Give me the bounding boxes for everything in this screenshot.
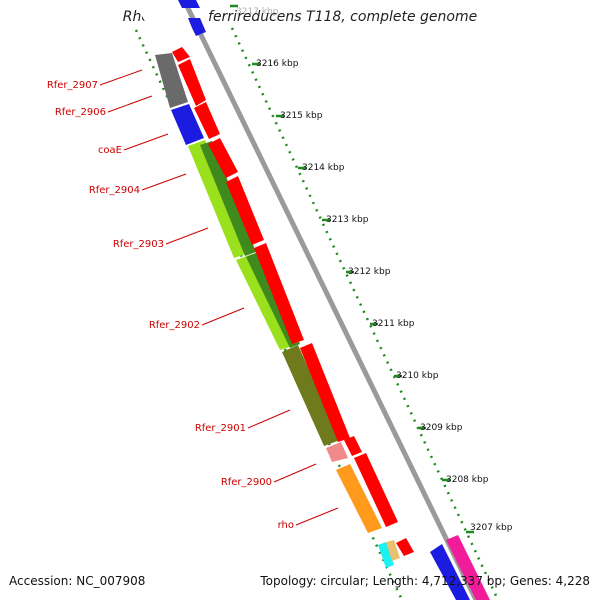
leader-rho bbox=[295, 507, 339, 526]
gene-label: Rfer_2903 bbox=[113, 239, 164, 250]
scale-label: 3210 kbp bbox=[396, 371, 439, 381]
outer-dotted-edge bbox=[230, 27, 500, 600]
scale-label: 3207 kbp bbox=[470, 523, 513, 533]
cog-segment-coaE bbox=[171, 104, 204, 145]
gene-arrow-rho bbox=[396, 538, 414, 556]
gene-arrow-rfer-2906 bbox=[178, 59, 206, 106]
scale-label: 3214 kbp bbox=[302, 163, 345, 173]
cog-segment-small-tan bbox=[386, 540, 400, 561]
genome-backbone bbox=[181, 0, 479, 600]
cog-segment-rfer-2901 bbox=[282, 345, 340, 446]
scale-label: 3217 kbp bbox=[236, 7, 279, 17]
leader-rfer-2903 bbox=[165, 227, 209, 245]
leader-rfer-2906 bbox=[107, 95, 153, 113]
cog-segment-rfer-2907 bbox=[155, 53, 188, 108]
leader-rfer-2900 bbox=[273, 463, 317, 483]
gene-block-bottom-magenta bbox=[446, 535, 490, 600]
gene-label: Rfer_2907 bbox=[47, 80, 98, 91]
scale-label: 3213 kbp bbox=[326, 215, 369, 225]
cog-stripe-rfer-2904 bbox=[200, 141, 256, 256]
scale-label: 3209 kbp bbox=[420, 423, 463, 433]
gene-label: coaE bbox=[98, 145, 122, 156]
gene-label: Rfer_2900 bbox=[221, 477, 272, 488]
leader-coaE bbox=[123, 133, 169, 151]
gene-arrow-rfer-2904-a bbox=[208, 138, 238, 178]
gene-block-top-blue bbox=[178, 0, 200, 8]
gene-arrow-rfer-2903 bbox=[254, 243, 304, 344]
gene-arrow-rfer-2902 bbox=[300, 343, 350, 442]
cog-segment-rfer-2900 bbox=[326, 442, 348, 462]
cog-segment-rho bbox=[336, 464, 382, 533]
accession-text: Accession: NC_007908 bbox=[9, 574, 146, 588]
gene-arrow-top-blue bbox=[188, 18, 206, 36]
scale-label: 3215 kbp bbox=[280, 111, 323, 121]
scale-label: 3212 kbp bbox=[348, 267, 391, 277]
leader-rfer-2907 bbox=[99, 69, 143, 86]
gene-arrow-coaE bbox=[194, 102, 220, 139]
leader-rfer-2901 bbox=[247, 409, 291, 429]
leader-rfer-2902 bbox=[201, 307, 245, 326]
gene-block-bottom-blue bbox=[430, 544, 470, 600]
map-title: Rhodoferax ferrireducens T118, complete … bbox=[122, 9, 478, 25]
gene-label: Rfer_2901 bbox=[195, 423, 246, 434]
gene-label: Rfer_2902 bbox=[149, 320, 200, 331]
leader-rfer-2904 bbox=[141, 173, 187, 191]
scale-label: 3216 kbp bbox=[256, 59, 299, 69]
gene-label: Rfer_2904 bbox=[89, 185, 140, 196]
gene-label: Rfer_2906 bbox=[55, 107, 106, 118]
gene-arrow-rfer-2901 bbox=[344, 436, 362, 456]
cog-segment-small-cyan bbox=[378, 542, 394, 568]
scale-label: 3211 kbp bbox=[372, 319, 415, 329]
scale-label: 3208 kbp bbox=[446, 475, 489, 485]
gene-label: rho bbox=[278, 520, 294, 531]
gene-arrow-rfer-2907-tip bbox=[172, 47, 190, 62]
gene-arrow-rfer-2904 bbox=[226, 176, 264, 245]
genome-summary-text: Topology: circular; Length: 4,712,337 bp… bbox=[260, 574, 590, 588]
gene-arrow-rfer-2900 bbox=[354, 453, 398, 527]
